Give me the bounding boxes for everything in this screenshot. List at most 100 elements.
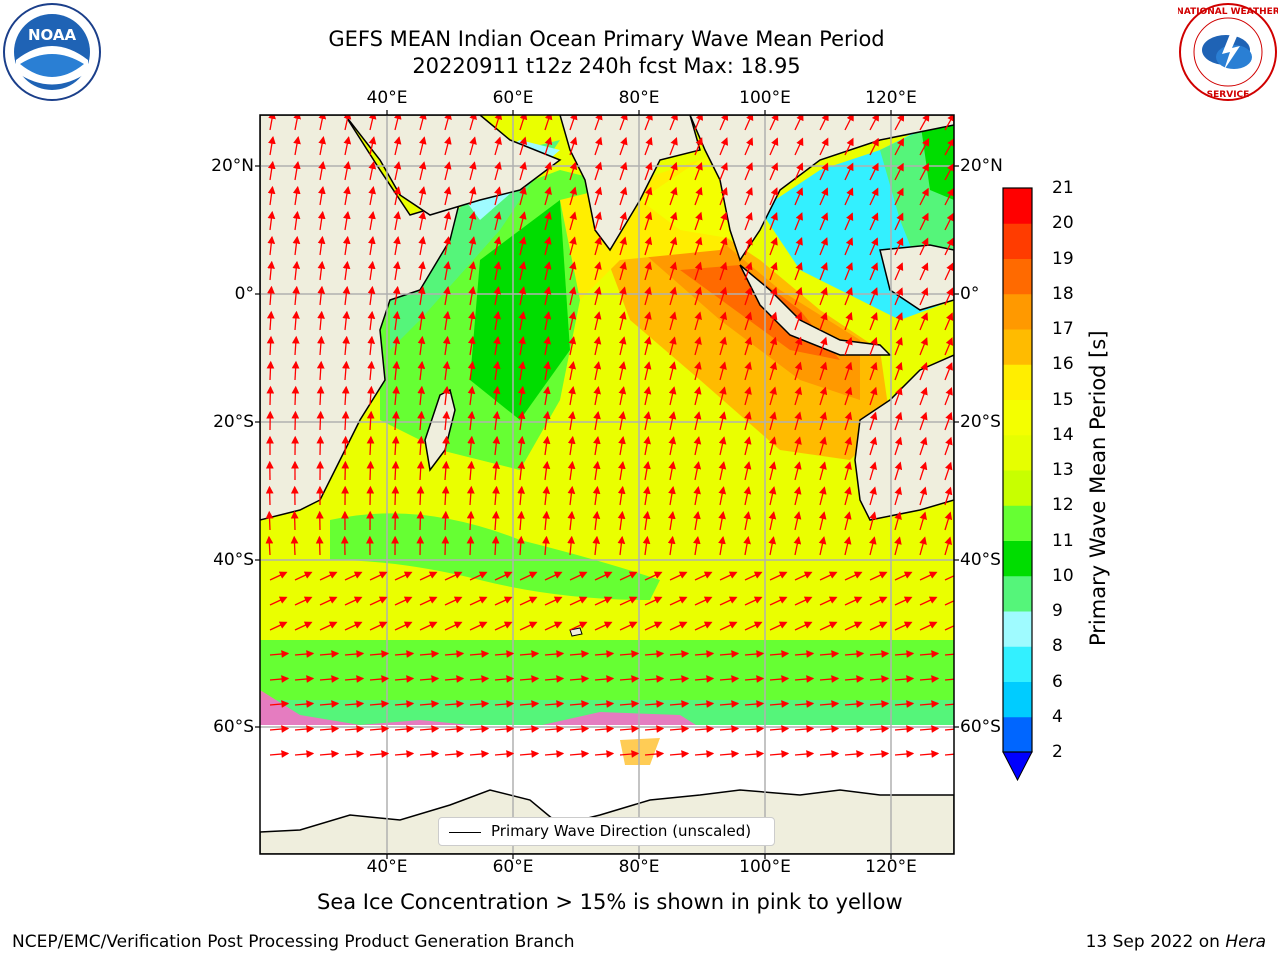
wave-direction-arrow (569, 621, 588, 631)
wave-direction-arrow (594, 700, 615, 708)
wave-direction-arrow (669, 311, 677, 331)
wave-direction-arrow (369, 571, 388, 581)
wave-direction-arrow (669, 336, 677, 356)
wave-direction-arrow (668, 386, 677, 406)
wave-direction-arrow (869, 411, 878, 431)
wave-direction-arrow (794, 650, 815, 658)
wave-direction-arrow (544, 621, 563, 631)
wave-direction-arrow (819, 386, 828, 406)
wave-direction-arrow (668, 461, 676, 481)
wave-direction-arrow (469, 650, 490, 658)
wave-direction-arrow (417, 310, 426, 331)
wave-direction-arrow (669, 750, 690, 758)
wave-direction-arrow (844, 311, 853, 331)
wave-direction-arrow (644, 725, 665, 733)
wave-direction-arrow (693, 386, 702, 406)
lat-tick-right-20s: 20°S (960, 412, 1001, 432)
colorbar-tick-label: 11 (1052, 530, 1074, 551)
wave-direction-arrow (769, 311, 778, 331)
wave-direction-arrow (919, 596, 938, 606)
wave-direction-arrow (769, 650, 790, 658)
colorbar-segment (1003, 505, 1032, 541)
wave-direction-arrow (366, 410, 375, 431)
lon-tick-top-40e: 40°E (366, 88, 408, 108)
wave-direction-arrow (719, 186, 728, 206)
wave-direction-arrow (719, 115, 729, 131)
wave-direction-arrow (744, 411, 752, 431)
wave-direction-arrow (619, 675, 640, 683)
wave-direction-arrow (342, 335, 350, 356)
wave-direction-arrow (594, 236, 602, 256)
lon-tick-top-80e: 80°E (618, 88, 660, 108)
wave-direction-arrow (744, 675, 765, 683)
wave-direction-arrow (544, 236, 552, 256)
wave-direction-arrow (519, 650, 540, 658)
wave-direction-arrow (444, 650, 465, 658)
colorbar-tick-label: 17 (1052, 319, 1074, 339)
wave-direction-arrow (619, 725, 640, 733)
wave-direction-arrow (394, 700, 415, 708)
wave-direction-arrow (419, 675, 440, 683)
wave-direction-arrow (768, 461, 777, 481)
wave-direction-arrow (669, 186, 678, 206)
wave-direction-arrow (694, 571, 713, 581)
wave-direction-arrow (944, 138, 954, 156)
wave-direction-arrow (669, 725, 690, 733)
wave-direction-arrow (694, 211, 703, 231)
wave-direction-arrow (594, 161, 603, 181)
wave-direction-arrow (419, 725, 440, 733)
wave-direction-arrow (443, 186, 452, 206)
wave-direction-arrow (919, 337, 928, 356)
wave-direction-arrow (818, 511, 827, 531)
wave-direction-arrow (667, 535, 676, 556)
wave-direction-arrow (719, 725, 740, 733)
wave-direction-arrow (290, 535, 299, 556)
wave-direction-arrow (593, 435, 601, 456)
wave-direction-arrows (265, 115, 954, 758)
wave-direction-arrow (693, 411, 702, 431)
wave-direction-arrow (769, 571, 788, 581)
wave-direction-arrow (568, 286, 577, 306)
wave-direction-arrow (694, 750, 715, 758)
wave-direction-arrow (919, 137, 930, 156)
wave-direction-arrow (894, 675, 915, 683)
wave-direction-arrow (744, 725, 765, 733)
colorbar-tick-label: 10 (1052, 565, 1074, 586)
wave-direction-arrow (419, 596, 438, 606)
wave-direction-arrow (291, 360, 300, 381)
wave-direction-arrow (869, 511, 877, 531)
wave-direction-arrow (292, 210, 301, 231)
colorbar-segment (1003, 611, 1032, 647)
wave-direction-arrow (769, 162, 779, 181)
wave-direction-arrow (594, 115, 603, 131)
wave-direction-arrow (769, 212, 778, 231)
wave-direction-arrow (944, 115, 954, 131)
wave-direction-arrow (843, 536, 852, 556)
lat-tick-left-20s: 20°S (213, 412, 254, 432)
lon-tick-top-120e: 120°E (865, 88, 917, 108)
wave-direction-arrow (344, 750, 365, 758)
wave-direction-arrow (694, 286, 703, 306)
wave-direction-arrow (819, 461, 827, 481)
land-australia (854, 354, 954, 521)
colorbar-tick-label: 13 (1052, 460, 1074, 480)
wave-direction-arrow (267, 235, 276, 256)
wave-direction-arrow (793, 511, 802, 531)
wave-direction-arrow (769, 137, 779, 156)
wave-direction-arrow (694, 186, 703, 206)
wave-direction-arrow (894, 436, 903, 456)
wave-direction-arrow (542, 410, 551, 431)
colorbar-segment (1003, 540, 1032, 577)
wave-direction-arrow (919, 115, 930, 131)
wave-direction-arrow (594, 675, 615, 683)
wave-direction-arrow (569, 115, 578, 131)
wave-direction-arrow (743, 511, 752, 531)
wave-direction-arrow (444, 596, 463, 606)
wave-direction-arrow (669, 136, 678, 156)
wave-direction-arrow (869, 750, 890, 758)
colorbar-segment (1003, 716, 1032, 753)
wave-direction-arrow (794, 115, 804, 131)
wave-direction-arrow (844, 596, 863, 606)
wave-direction-arrow (518, 236, 527, 256)
wave-direction-arrow (367, 310, 376, 331)
